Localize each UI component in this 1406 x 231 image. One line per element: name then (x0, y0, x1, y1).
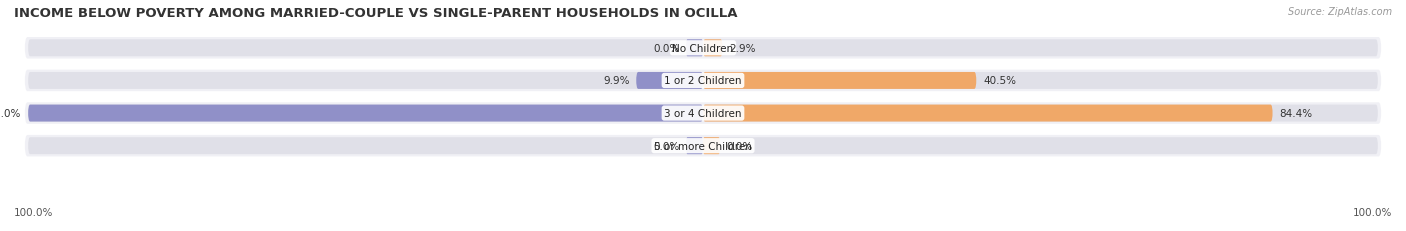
FancyBboxPatch shape (28, 73, 703, 90)
FancyBboxPatch shape (703, 138, 720, 155)
Text: 1 or 2 Children: 1 or 2 Children (664, 76, 742, 86)
FancyBboxPatch shape (28, 105, 703, 122)
FancyBboxPatch shape (703, 40, 1378, 57)
Text: INCOME BELOW POVERTY AMONG MARRIED-COUPLE VS SINGLE-PARENT HOUSEHOLDS IN OCILLA: INCOME BELOW POVERTY AMONG MARRIED-COUPL… (14, 7, 738, 20)
Text: 5 or more Children: 5 or more Children (654, 141, 752, 151)
FancyBboxPatch shape (636, 73, 703, 90)
Text: 40.5%: 40.5% (983, 76, 1017, 86)
FancyBboxPatch shape (25, 38, 1381, 59)
FancyBboxPatch shape (28, 138, 703, 155)
FancyBboxPatch shape (25, 135, 1381, 157)
FancyBboxPatch shape (703, 138, 1378, 155)
Text: 84.4%: 84.4% (1279, 109, 1312, 119)
FancyBboxPatch shape (703, 105, 1378, 122)
Text: 3 or 4 Children: 3 or 4 Children (664, 109, 742, 119)
FancyBboxPatch shape (703, 73, 1378, 90)
Text: 100.0%: 100.0% (0, 109, 21, 119)
Text: 0.0%: 0.0% (654, 44, 679, 54)
FancyBboxPatch shape (703, 73, 976, 90)
Text: 100.0%: 100.0% (1353, 207, 1392, 217)
Text: 9.9%: 9.9% (603, 76, 630, 86)
FancyBboxPatch shape (703, 105, 1272, 122)
Text: 0.0%: 0.0% (654, 141, 679, 151)
FancyBboxPatch shape (28, 105, 703, 122)
FancyBboxPatch shape (686, 40, 703, 57)
FancyBboxPatch shape (703, 40, 723, 57)
FancyBboxPatch shape (28, 40, 703, 57)
Text: 100.0%: 100.0% (14, 207, 53, 217)
Text: 0.0%: 0.0% (727, 141, 752, 151)
Text: No Children: No Children (672, 44, 734, 54)
Text: Source: ZipAtlas.com: Source: ZipAtlas.com (1288, 7, 1392, 17)
FancyBboxPatch shape (25, 70, 1381, 92)
Text: 2.9%: 2.9% (730, 44, 756, 54)
FancyBboxPatch shape (25, 103, 1381, 124)
FancyBboxPatch shape (686, 138, 703, 155)
